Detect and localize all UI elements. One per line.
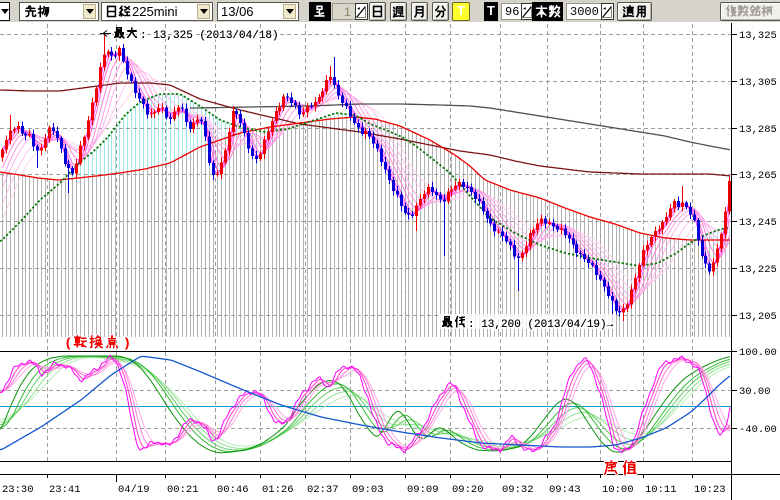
svg-text:00:21: 00:21 [167, 484, 199, 496]
svg-text:02:37: 02:37 [307, 484, 339, 496]
svg-text:13,325: 13,325 [739, 30, 777, 42]
svg-text:): ) [125, 335, 129, 350]
svg-text:23:30: 23:30 [2, 484, 34, 496]
svg-text:09:32: 09:32 [502, 484, 534, 496]
svg-text:13,245: 13,245 [739, 217, 777, 229]
svg-text:23:41: 23:41 [49, 484, 81, 496]
svg-text:): ) [125, 335, 129, 350]
svg-text:00:46: 00:46 [217, 484, 249, 496]
svg-text:(: ( [66, 335, 71, 350]
svg-text:: 13,325 (2013/04/18): : 13,325 (2013/04/18) [140, 30, 279, 42]
svg-text:: 13,200 (2013/04/19)→: : 13,200 (2013/04/19)→ [468, 319, 614, 331]
svg-text:(: ( [66, 335, 71, 350]
svg-text:09:09: 09:09 [407, 484, 439, 496]
svg-text:13,205: 13,205 [739, 311, 777, 323]
svg-text:13,265: 13,265 [739, 170, 777, 182]
svg-text:: 13,200 (2013/04/19)→: : 13,200 (2013/04/19)→ [468, 319, 614, 331]
svg-text:09:43: 09:43 [549, 484, 581, 496]
svg-text:100.00: 100.00 [739, 347, 777, 359]
svg-text:09:03: 09:03 [352, 484, 384, 496]
svg-text:13,225: 13,225 [739, 264, 777, 276]
svg-text:10:00: 10:00 [602, 484, 634, 496]
svg-text:13,285: 13,285 [739, 124, 777, 136]
svg-text:04/19: 04/19 [118, 484, 150, 496]
svg-text:09:20: 09:20 [452, 484, 484, 496]
svg-text:-40.00: -40.00 [739, 424, 777, 436]
svg-text:: 13,325 (2013/04/18): : 13,325 (2013/04/18) [140, 30, 279, 42]
svg-text:01:26: 01:26 [262, 484, 294, 496]
svg-text:10:23: 10:23 [694, 484, 726, 496]
svg-text:10:11: 10:11 [645, 484, 677, 496]
svg-text:30.00: 30.00 [739, 386, 771, 398]
svg-text:13,305: 13,305 [739, 77, 777, 89]
